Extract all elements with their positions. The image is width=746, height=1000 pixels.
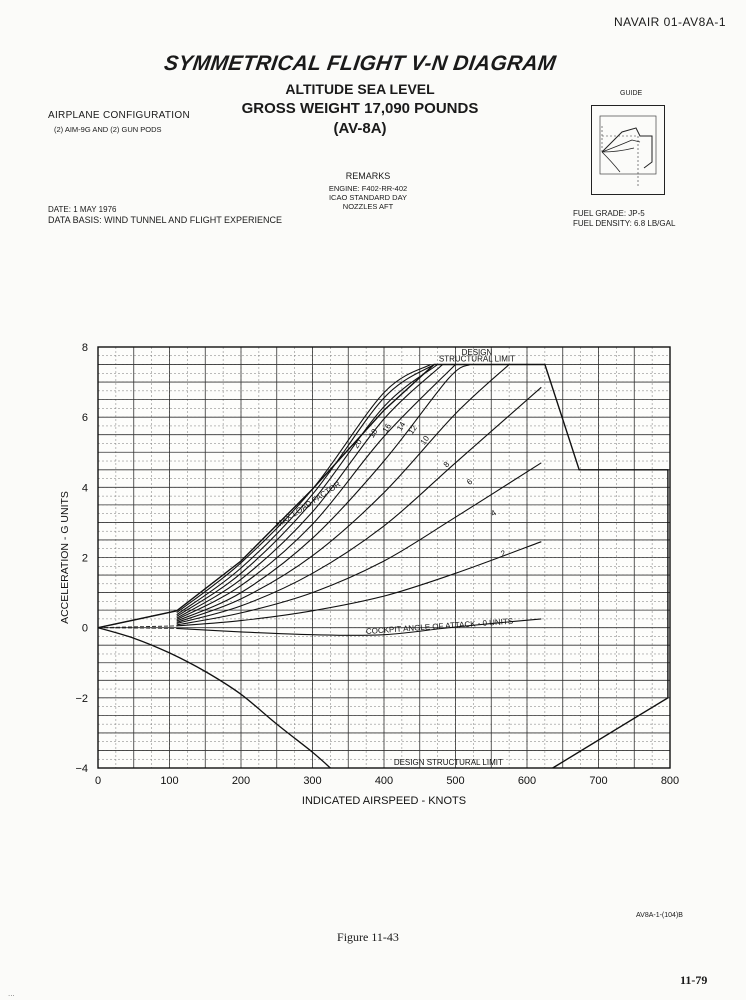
figure-caption: Figure 11-43 bbox=[337, 930, 399, 944]
config-stores: (2) AIM-9G AND (2) GUN PODS bbox=[54, 125, 162, 134]
aoa-curve-0-units bbox=[176, 618, 542, 636]
date-label: DATE: 1 MAY 1976 bbox=[48, 205, 117, 214]
guide-label: GUIDE bbox=[620, 90, 643, 97]
aoa-curve-8 bbox=[176, 364, 510, 623]
aoa-curve-2 bbox=[176, 541, 542, 627]
remarks-line: ENGINE: F402-RR-402 bbox=[328, 184, 408, 193]
design-limit-label: STRUCTURAL LIMIT bbox=[439, 355, 515, 364]
x-tick-label: 100 bbox=[160, 775, 178, 787]
y-tick-label: 8 bbox=[82, 342, 88, 354]
document-id: NAVAIR 01-AV8A-1 bbox=[613, 15, 726, 29]
page-number: 11-79 bbox=[680, 973, 708, 987]
config-heading: AIRPLANE CONFIGURATION bbox=[48, 110, 190, 121]
aoa-curve-18 bbox=[176, 364, 435, 616]
corner-mark: ... bbox=[8, 989, 15, 998]
aoa-curve-label: 6 bbox=[465, 477, 475, 487]
data-basis-label: DATA BASIS: WIND TUNNEL AND FLIGHT EXPER… bbox=[48, 215, 283, 225]
remarks-line: ICAO STANDARD DAY bbox=[328, 193, 408, 202]
design-limit-label: DESIGN bbox=[462, 348, 493, 357]
x-tick-label: 700 bbox=[589, 775, 607, 787]
plot-border bbox=[97, 346, 671, 769]
y-axis-label: ACCELERATION - G UNITS bbox=[59, 491, 71, 624]
x-tick-label: 400 bbox=[375, 775, 393, 787]
aoa-curve-6 bbox=[176, 386, 542, 625]
aircraft-model: (AV-8A) bbox=[333, 120, 387, 137]
aoa-curve-label: 4 bbox=[489, 508, 498, 518]
x-tick-label: 200 bbox=[232, 775, 250, 787]
remarks-heading: REMARKS bbox=[345, 171, 391, 181]
y-tick-label: 4 bbox=[82, 482, 88, 494]
figure-id: AV8A-1-(104)B bbox=[636, 912, 683, 919]
x-tick-label: 600 bbox=[518, 775, 536, 787]
remarks-line: NOZZLES AFT bbox=[342, 202, 394, 211]
fuel-grade: FUEL GRADE: JP-5 bbox=[573, 209, 645, 218]
aoa-curve-4 bbox=[176, 462, 542, 626]
gross-weight-subtitle: GROSS WEIGHT 17,090 POUNDS bbox=[241, 100, 479, 117]
design-limit-lower-label: DESIGN STRUCTURAL LIMIT bbox=[394, 758, 503, 767]
y-tick-label: 0 bbox=[82, 623, 88, 635]
aoa-curve-label: 2 bbox=[499, 548, 507, 558]
negative-g-boundary bbox=[97, 627, 331, 769]
y-tick-label: 6 bbox=[82, 412, 88, 424]
aoa-curve-16 bbox=[176, 364, 438, 617]
diagram-title: SYMMETRICAL FLIGHT V-N DIAGRAM bbox=[162, 52, 558, 75]
aoa-curve-14 bbox=[176, 364, 443, 619]
y-tick-label: −2 bbox=[75, 693, 88, 705]
flight-envelope-boundary bbox=[97, 363, 669, 769]
aoa-curve-10 bbox=[176, 364, 471, 622]
fuel-density: FUEL DENSITY: 6.8 LB/GAL bbox=[573, 219, 676, 228]
curve-lead-in bbox=[97, 627, 177, 629]
vn-diagram-chart: 0 100 200 300 400 500 600 700 800 −4 −2 0 2 4 6 8 INDIC… bbox=[59, 342, 679, 807]
aoa-curve-label: 8 bbox=[442, 460, 452, 470]
aoa-curve-12 bbox=[176, 364, 456, 621]
x-tick-label: 0 bbox=[95, 775, 101, 787]
y-tick-label: 2 bbox=[82, 553, 88, 565]
x-tick-label: 300 bbox=[303, 775, 321, 787]
x-tick-label: 500 bbox=[446, 775, 464, 787]
altitude-subtitle: ALTITUDE SEA LEVEL bbox=[285, 81, 435, 97]
x-axis-label: INDICATED AIRSPEED - KNOTS bbox=[302, 795, 466, 807]
x-tick-label: 800 bbox=[661, 775, 679, 787]
y-tick-label: −4 bbox=[75, 763, 88, 775]
guide-thumbnail bbox=[591, 105, 665, 195]
